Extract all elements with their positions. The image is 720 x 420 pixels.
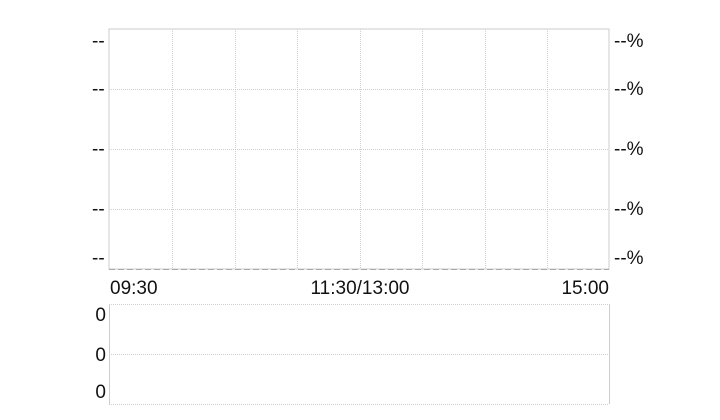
x-tick-label: 09:30 — [110, 278, 158, 299]
y-right-tick-label: --% — [614, 199, 644, 220]
volume-tick-label: 0 — [95, 382, 106, 403]
y-right-tick-label: --% — [614, 79, 644, 100]
y-right-tick-label: --% — [614, 31, 644, 52]
x-tick-label: 11:30/13:00 — [311, 278, 410, 299]
y-right-tick-label: --% — [614, 248, 644, 269]
volume-tick-label: 0 — [95, 345, 106, 366]
y-left-tick-label: -- — [92, 248, 105, 269]
x-tick-label: 15:00 — [561, 278, 609, 299]
volume-panel: 0 0 0 — [95, 304, 610, 405]
volume-tick-label: 0 — [95, 305, 106, 326]
y-left-tick-label: -- — [92, 199, 105, 220]
price-panel: -- --% -- --% -- --% -- --% -- --% 09:30 11:30/13:0… — [92, 28, 644, 299]
y-right-tick-label: --% — [614, 139, 644, 160]
y-left-tick-label: -- — [92, 139, 105, 160]
y-left-tick-label: -- — [92, 79, 105, 100]
y-left-tick-label: -- — [92, 31, 105, 52]
